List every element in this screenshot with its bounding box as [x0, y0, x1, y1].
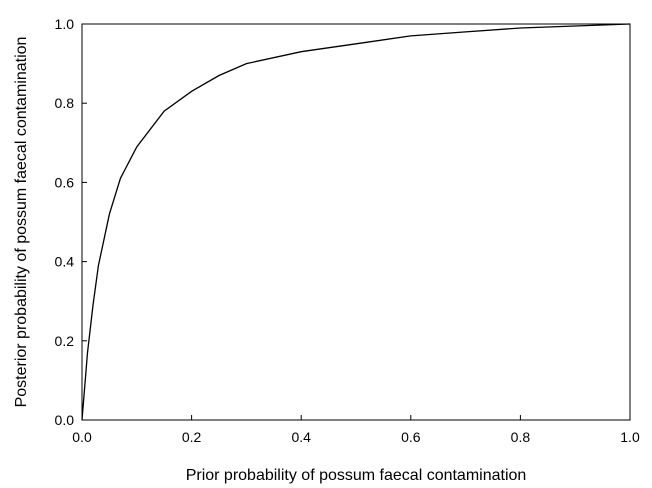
y-tick-label: 0.4: [55, 254, 75, 270]
x-axis-label: Prior probability of possum faecal conta…: [186, 467, 527, 484]
x-tick-label: 0.0: [72, 429, 92, 445]
x-tick-label: 0.6: [401, 429, 421, 445]
series-line: [81, 23, 631, 421]
x-tick-label: 0.4: [291, 429, 311, 445]
plot-frame: [81, 23, 631, 421]
x-axis-ticks: 0.0 0.2 0.4 0.6 0.8 1.0: [72, 415, 640, 445]
y-tick-label: 1.0: [55, 16, 75, 32]
y-tick-label: 0.0: [55, 412, 75, 428]
x-tick-label: 1.0: [620, 429, 640, 445]
y-axis-ticks: 0.0 0.2 0.4 0.6 0.8 1.0: [55, 16, 87, 428]
y-axis-label: Posterior probability of possum faecal c…: [13, 37, 30, 408]
x-tick-label: 0.2: [182, 429, 202, 445]
y-tick-label: 0.8: [55, 95, 75, 111]
x-tick-label: 0.8: [511, 429, 531, 445]
y-tick-label: 0.6: [55, 174, 75, 190]
y-tick-label: 0.2: [55, 333, 75, 349]
